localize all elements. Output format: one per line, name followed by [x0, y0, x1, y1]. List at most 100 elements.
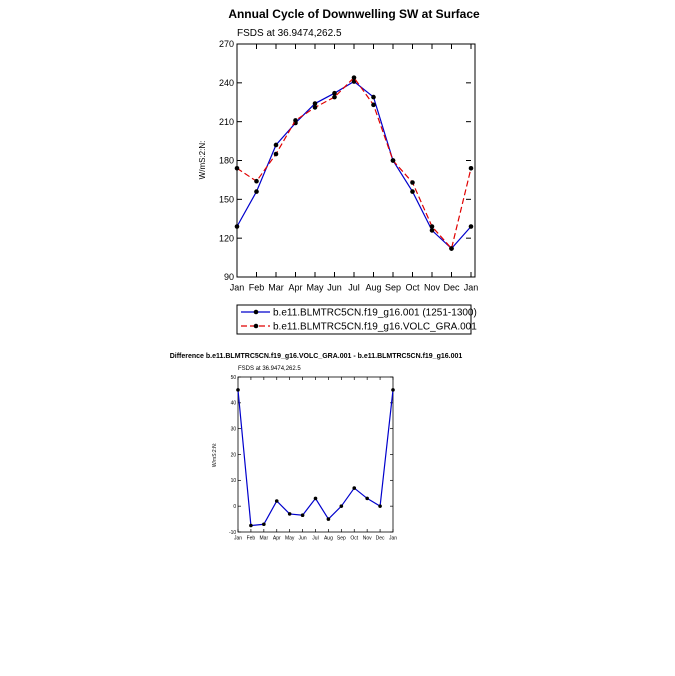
chart1-y-axis-label: W/mS:2:N:	[198, 141, 207, 180]
x-tick-label: Feb	[249, 283, 265, 293]
chart1-legend-box	[236, 304, 472, 335]
data-point	[371, 102, 376, 108]
chart2-x-ticks: Jan Feb Mar Apr May Jun Jul Aug Sep Oct Nov Dec Jan	[234, 377, 397, 542]
y-tick-label: 180	[219, 156, 234, 166]
data-point	[351, 75, 357, 80]
y-tick-label: 90	[224, 272, 234, 282]
x-tick-label: Aug	[324, 536, 333, 542]
y-tick-label: 240	[219, 78, 234, 88]
data-point	[365, 496, 369, 501]
chart2-title: Difference b.e11.BLMTRC5CN.f19_g16.VOLC_…	[170, 353, 463, 360]
data-point	[410, 189, 415, 194]
series-line-1	[236, 80, 472, 250]
y-tick-label: 210	[219, 117, 234, 127]
data-point	[468, 165, 474, 171]
data-point	[449, 246, 454, 251]
x-tick-label: Apr	[273, 536, 281, 542]
chart1-title: Annual Cycle of Downwelling SW at Surfac…	[228, 7, 480, 21]
y-tick-label: 40	[231, 401, 237, 407]
chart1-legend: b.e11.BLMTRC5CN.f19_g16.001 (1251-1300) b…	[241, 308, 477, 333]
x-tick-label: May	[306, 283, 324, 293]
x-tick-label: Nov	[424, 283, 441, 293]
chart2-y-axis-label: W/mS:2:N:	[212, 443, 218, 467]
x-tick-label: Mar	[260, 536, 269, 542]
data-point	[312, 105, 318, 110]
data-point	[236, 388, 240, 392]
x-tick-label: Apr	[288, 283, 302, 293]
y-tick-label: -10	[229, 530, 236, 536]
chart1-series	[234, 75, 474, 251]
chart1-plot-frame	[236, 43, 476, 278]
data-point	[390, 158, 396, 163]
x-tick-label: May	[285, 536, 295, 542]
x-tick-label: Dec	[376, 536, 385, 542]
series-line-1	[237, 389, 394, 527]
data-point	[332, 90, 337, 96]
legend-label-2: b.e11.BLMTRC5CN.f19_g16.VOLC_GRA.001	[273, 322, 477, 333]
legend-marker-2	[253, 323, 259, 329]
x-tick-label: Oct	[405, 283, 420, 293]
x-tick-label: Sep	[337, 536, 346, 542]
data-point	[391, 388, 395, 392]
data-point	[273, 151, 279, 157]
x-tick-label: Jan	[389, 536, 397, 542]
x-tick-label: Feb	[247, 536, 256, 542]
y-tick-label: 120	[219, 233, 234, 243]
x-tick-label: Oct	[350, 536, 358, 542]
data-point	[332, 94, 337, 100]
data-point	[262, 522, 266, 527]
data-point	[468, 224, 474, 229]
legend-label-1: b.e11.BLMTRC5CN.f19_g16.001 (1251-1300)	[273, 308, 477, 319]
data-point	[312, 101, 318, 106]
chart2-series	[236, 388, 395, 528]
x-tick-label: Jul	[348, 283, 360, 293]
data-point	[378, 504, 382, 508]
chart1-x-ticks: Jan Feb Mar Apr May Jun Jul Aug Sep Oct Nov Dec Jan	[230, 44, 479, 293]
chart1-y-ticks: 90 120 150 180 210 240 270	[219, 39, 471, 282]
x-tick-label: Jul	[312, 536, 318, 542]
chart2-plot-frame	[237, 376, 394, 533]
series-line-2	[236, 76, 472, 250]
data-point	[313, 496, 318, 501]
y-tick-label: 10	[231, 478, 237, 484]
x-tick-label: Nov	[363, 536, 372, 542]
data-point	[371, 94, 376, 100]
data-point	[273, 142, 279, 148]
data-point	[300, 513, 305, 518]
data-point	[429, 224, 435, 229]
x-tick-label: Jan	[234, 536, 242, 542]
data-point	[254, 178, 259, 184]
data-point	[287, 512, 292, 516]
x-tick-label: Aug	[365, 283, 381, 293]
y-tick-label: 50	[231, 375, 237, 381]
x-tick-label: Sep	[385, 283, 401, 293]
data-point	[234, 165, 240, 171]
data-point	[410, 180, 415, 185]
x-tick-label: Jan	[230, 283, 245, 293]
y-tick-label: 30	[231, 426, 237, 432]
y-tick-label: 0	[233, 504, 236, 510]
chart2-y-ticks: -10 0 10 20 30 40 50	[229, 375, 393, 536]
data-point	[274, 499, 279, 503]
data-point	[293, 118, 298, 123]
y-tick-label: 20	[231, 452, 237, 458]
data-point	[429, 228, 435, 233]
x-tick-label: Jun	[299, 536, 307, 542]
chart1-subtitle: FSDS at 36.9474,262.5	[237, 28, 342, 39]
x-tick-label: Jun	[327, 283, 342, 293]
data-point	[326, 517, 331, 521]
y-tick-label: 150	[219, 194, 234, 204]
data-point	[254, 189, 259, 194]
chart2-subtitle: FSDS at 36.9474,262.5	[238, 366, 301, 372]
data-point	[352, 486, 357, 490]
x-tick-label: Mar	[268, 283, 284, 293]
x-tick-label: Jan	[464, 283, 479, 293]
legend-marker-1	[253, 309, 259, 315]
data-point	[351, 79, 357, 84]
y-tick-label: 270	[219, 39, 234, 49]
data-point	[234, 224, 240, 229]
data-point	[249, 523, 253, 528]
data-point	[339, 504, 344, 508]
x-tick-label: Dec	[443, 283, 460, 293]
